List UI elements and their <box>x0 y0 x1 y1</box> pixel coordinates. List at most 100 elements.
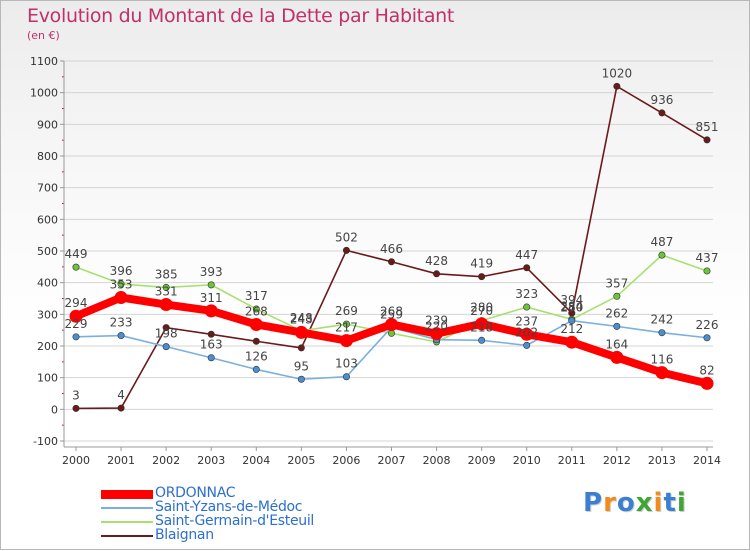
data-label: 239 <box>425 314 448 328</box>
point-blaignan-2012 <box>613 82 621 90</box>
point-blaignan-2001 <box>117 404 125 412</box>
x-tick-label: 2001 <box>107 454 135 467</box>
data-label: 936 <box>650 93 673 107</box>
x-tick-label: 2012 <box>603 454 631 467</box>
data-label: 248 <box>290 311 313 325</box>
y-tick-label: -100 <box>33 435 58 448</box>
x-tick-label: 2000 <box>62 454 90 467</box>
data-label: 323 <box>515 287 538 301</box>
point-ordonnac-2012 <box>610 350 624 364</box>
point-blaignan-2014 <box>703 136 711 144</box>
grid-lines <box>64 60 713 442</box>
data-label: 217 <box>335 321 358 335</box>
point-ordonnac-2005 <box>294 325 308 339</box>
point-ordonnac-2001 <box>114 291 128 305</box>
y-tick-label: 700 <box>37 182 58 195</box>
data-label: 218 <box>470 320 493 334</box>
legend-swatch <box>101 507 153 509</box>
data-label: 95 <box>294 359 309 373</box>
data-label: 268 <box>380 304 403 318</box>
point-ordonnac-2010 <box>520 327 534 341</box>
data-label: 284 <box>560 299 583 313</box>
y-tick-label: 600 <box>37 213 58 226</box>
x-tick-label: 2008 <box>423 454 451 467</box>
data-label: 331 <box>155 285 178 299</box>
point-saint-yzans-de-m-doc-2000 <box>72 333 80 341</box>
point-blaignan-2004 <box>252 337 260 345</box>
point-saint-yzans-de-m-doc-2001 <box>117 332 125 340</box>
data-label: 385 <box>155 267 178 281</box>
logo-letter: i <box>676 488 687 518</box>
point-saint-germain-d-esteuil-2012 <box>613 292 621 300</box>
point-saint-germain-d-esteuil-2003 <box>207 281 215 289</box>
x-tick-label: 2002 <box>152 454 180 467</box>
data-label: 212 <box>560 322 583 336</box>
data-label: 103 <box>335 357 358 371</box>
y-tick-label: 500 <box>37 245 58 258</box>
data-label: 1020 <box>602 66 633 80</box>
point-saint-yzans-de-m-doc-2010 <box>523 341 531 349</box>
point-blaignan-2008 <box>433 270 441 278</box>
data-label: 280 <box>560 301 583 315</box>
data-label: 233 <box>110 316 133 330</box>
y-tick-label: 800 <box>37 150 58 163</box>
proxiti-logo: Proxiti <box>583 488 687 518</box>
series-group <box>69 82 714 412</box>
point-ordonnac-2014 <box>700 376 714 390</box>
data-label: 3 <box>72 388 80 402</box>
point-saint-germain-d-esteuil-2004 <box>252 305 260 313</box>
y-tick-label: 0 <box>51 403 58 416</box>
point-ordonnac-2009 <box>475 317 489 331</box>
point-saint-yzans-de-m-doc-2006 <box>342 373 350 381</box>
chart-title: Evolution du Montant de la Dette par Hab… <box>27 5 455 27</box>
x-tick-label: 2004 <box>242 454 270 467</box>
legend-label: ORDONNAC <box>155 485 236 501</box>
logo-letter: t <box>663 488 677 518</box>
data-label: 270 <box>470 304 493 318</box>
data-label: 229 <box>65 317 88 331</box>
point-saint-yzans-de-m-doc-2011 <box>568 317 576 325</box>
point-ordonnac-2002 <box>159 298 173 312</box>
data-label: 487 <box>650 235 673 249</box>
x-tick-label: 2007 <box>378 454 406 467</box>
data-label: 502 <box>335 230 358 244</box>
point-saint-germain-d-esteuil-2000 <box>72 263 80 271</box>
legend-label: Saint-Germain-d'Esteuil <box>155 513 315 529</box>
data-labels: 3 4 502 466 428 419 447 394 1020 936 851 449 396 385 3… <box>65 66 719 402</box>
data-label: 198 <box>155 327 178 341</box>
data-label: 242 <box>650 313 673 327</box>
point-saint-yzans-de-m-doc-2014 <box>703 334 711 342</box>
legend-swatch <box>101 535 153 537</box>
data-label: 851 <box>696 120 719 134</box>
data-label: 393 <box>200 265 223 279</box>
point-saint-germain-d-esteuil-2014 <box>703 267 711 275</box>
point-blaignan-2009 <box>478 273 486 281</box>
data-label: 4 <box>117 388 125 402</box>
x-tick-label: 2005 <box>287 454 315 467</box>
legend-label: Blaignan <box>155 527 214 543</box>
data-label: 226 <box>696 318 719 332</box>
logo-letter: r <box>603 488 617 518</box>
y-tick-label: 900 <box>37 118 58 131</box>
x-tick-label: 2011 <box>558 454 586 467</box>
logo-letter: i <box>653 488 664 518</box>
chart-subtitle: (en €) <box>27 29 60 42</box>
point-blaignan-2002 <box>162 324 170 332</box>
point-blaignan-2007 <box>387 258 395 266</box>
x-tick-label: 2013 <box>648 454 676 467</box>
data-label: 311 <box>200 291 223 305</box>
point-blaignan-2013 <box>658 109 666 117</box>
point-saint-germain-d-esteuil-2006 <box>342 320 350 328</box>
x-tick-label: 2009 <box>468 454 496 467</box>
point-saint-germain-d-esteuil-2010 <box>523 303 531 311</box>
x-tick-label: 2006 <box>332 454 360 467</box>
logo-letter: P <box>583 488 604 518</box>
x-tick-label: 2014 <box>693 454 721 467</box>
legend-label: Saint-Yzans-de-Médoc <box>155 499 303 515</box>
point-saint-yzans-de-m-doc-2013 <box>658 329 666 337</box>
point-blaignan-2006 <box>342 246 350 254</box>
data-label: 353 <box>110 278 133 292</box>
data-label: 163 <box>200 338 223 352</box>
point-saint-yzans-de-m-doc-2009 <box>478 336 486 344</box>
